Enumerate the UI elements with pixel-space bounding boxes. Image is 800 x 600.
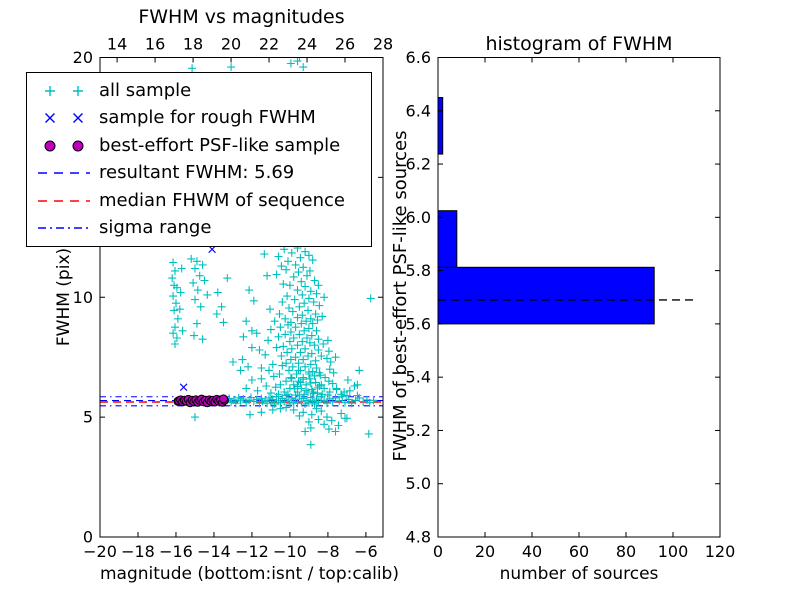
- x-tick-label: −12: [235, 542, 269, 561]
- y-tick-label: 20: [73, 48, 93, 67]
- top-x-tick-label: 14: [107, 35, 127, 54]
- circle-marker-icon: [35, 135, 93, 157]
- x-tick-label: −6: [354, 542, 378, 561]
- y-tick-label: 5.4: [406, 368, 431, 387]
- dashdot-line-icon: [35, 217, 93, 239]
- scatter-rough-sample: [179, 245, 216, 391]
- x-tick-label: −16: [159, 542, 193, 561]
- plus-marker-icon: [35, 80, 93, 102]
- x-tick-label: −14: [197, 542, 231, 561]
- x-marker-icon: [35, 107, 93, 129]
- y-tick-label: 0: [83, 528, 93, 547]
- x-tick-label: 80: [616, 542, 636, 561]
- legend-item-median-fwhm: median FHWM of sequence: [27, 187, 371, 215]
- right-plot-ylabel: FWHM of best-effort PSF-like sources: [390, 130, 411, 462]
- y-tick-label: 6.2: [406, 155, 431, 174]
- x-tick-label: −18: [121, 542, 155, 561]
- scatter-all-sample: [168, 57, 378, 449]
- histogram-bar: [437, 210, 458, 268]
- x-tick-label: 0: [433, 542, 443, 561]
- legend-item-resultant-fwhm: resultant FWHM: 5.69: [27, 160, 371, 188]
- top-x-tick-label: 28: [373, 35, 393, 54]
- top-x-tick-label: 16: [145, 35, 165, 54]
- x-tick-label: 20: [475, 542, 495, 561]
- top-x-tick-label: 24: [297, 35, 317, 54]
- y-tick-label: 5.0: [406, 474, 431, 493]
- y-tick-label: 5.6: [406, 314, 431, 333]
- y-tick-label: 5.2: [406, 421, 431, 440]
- y-tick-label: 5: [83, 408, 93, 427]
- legend-label: sigma range: [99, 217, 212, 239]
- y-tick-label: 4.8: [406, 528, 431, 547]
- histogram-bar: [437, 266, 655, 325]
- top-x-tick-label: 26: [335, 35, 355, 54]
- x-tick-label: 120: [705, 542, 736, 561]
- right-axis-ticks: [437, 57, 721, 538]
- legend: all sample sample for rough FWHM best-ef…: [26, 72, 372, 247]
- y-tick-label: 5.8: [406, 261, 431, 280]
- legend-label: resultant FWHM: 5.69: [99, 162, 295, 184]
- left-plot-title: FWHM vs magnitudes: [138, 6, 345, 28]
- histogram-bars: [437, 97, 655, 325]
- legend-label: best-effort PSF-like sample: [99, 134, 341, 156]
- x-tick-label: −8: [316, 542, 340, 561]
- legend-item-rough-fwhm-sample: sample for rough FWHM: [27, 105, 371, 133]
- legend-item-sigma-range: sigma range: [27, 215, 371, 243]
- dashed-line-icon: [35, 190, 93, 212]
- x-tick-label: −20: [83, 542, 117, 561]
- left-plot-data: [100, 57, 383, 449]
- dashed-line-icon: [35, 162, 93, 184]
- scatter-psf-sample: [173, 394, 229, 408]
- right-plot-xlabel: number of sources: [499, 564, 659, 584]
- y-tick-label: 6.0: [406, 208, 431, 227]
- top-x-tick-label: 20: [221, 35, 241, 54]
- y-tick-label: 6.4: [406, 101, 431, 120]
- legend-label: all sample: [99, 79, 192, 101]
- right-plot-title: histogram of FWHM: [485, 33, 673, 55]
- x-tick-label: 100: [658, 542, 689, 561]
- legend-label: sample for rough FWHM: [99, 107, 316, 129]
- top-x-tick-label: 18: [183, 35, 203, 54]
- histogram-bar: [437, 97, 444, 155]
- legend-item-psf-sample: best-effort PSF-like sample: [27, 132, 371, 160]
- x-tick-label: 40: [522, 542, 542, 561]
- left-plot-xlabel: magnitude (bottom:isnt / top:calib): [100, 564, 399, 584]
- x-tick-label: 60: [569, 542, 589, 561]
- y-tick-label: 6.6: [406, 48, 431, 67]
- legend-label: median FHWM of sequence: [99, 189, 345, 211]
- top-x-tick-label: 22: [259, 35, 279, 54]
- y-tick-label: 10: [73, 288, 93, 307]
- x-tick-label: −10: [273, 542, 307, 561]
- legend-item-all-sample: all sample: [27, 77, 371, 105]
